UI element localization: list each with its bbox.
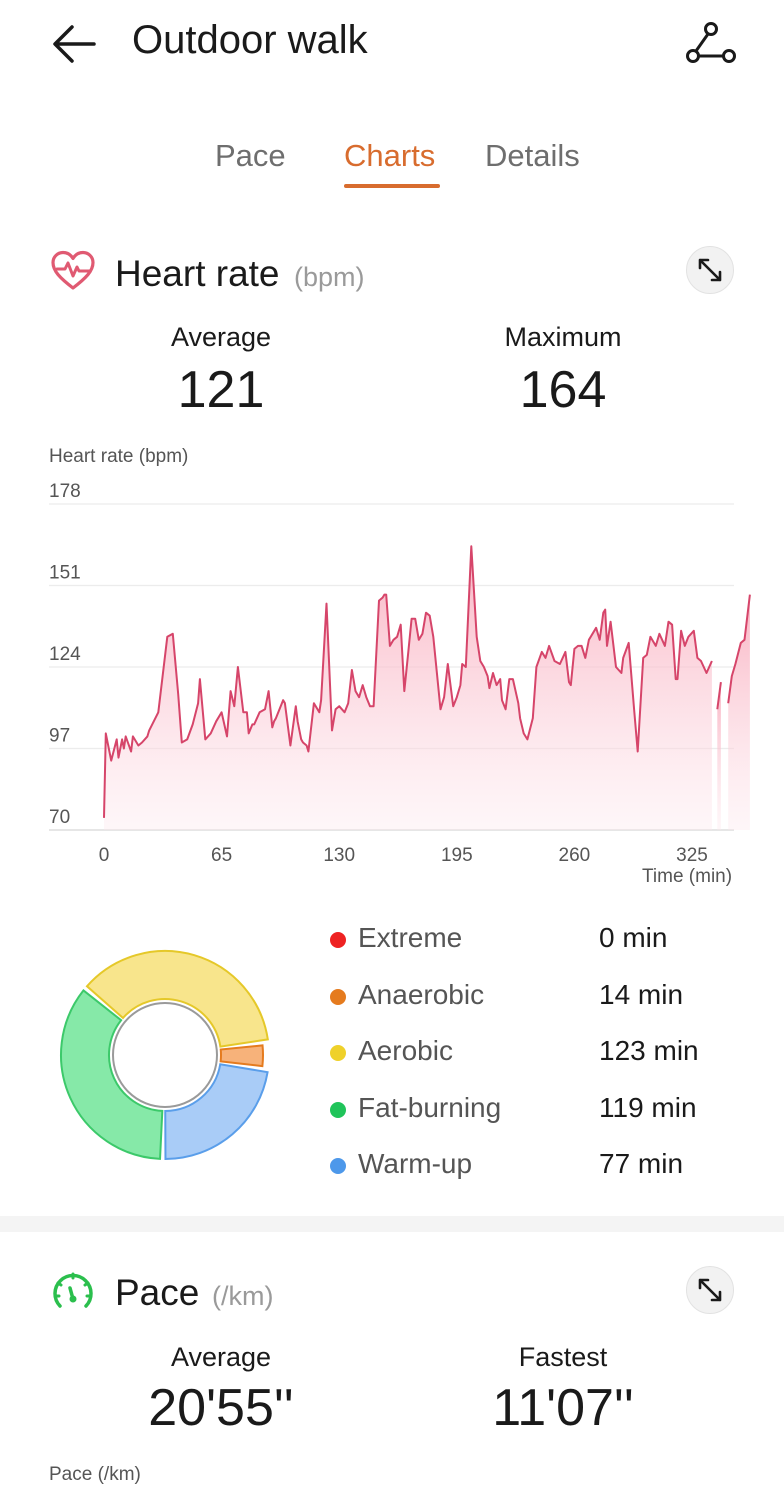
- pace-fastest-value: 11'07'': [492, 1379, 634, 1437]
- page-title: Outdoor walk: [132, 18, 368, 62]
- tab-pace[interactable]: Pace: [215, 138, 286, 173]
- expand-icon: [698, 1278, 722, 1302]
- pace-expand-button[interactable]: [686, 1266, 734, 1314]
- speedometer-icon: [50, 1268, 96, 1314]
- hr-series-line: [727, 594, 751, 704]
- pace-average-label: Average: [170, 1342, 272, 1372]
- hr-x-axis-title: Time (min): [642, 866, 733, 887]
- arrow-left-icon: [53, 25, 96, 63]
- section-divider: [0, 1216, 784, 1232]
- hr-maximum-value: 164: [519, 361, 607, 419]
- x-tick-label: 65: [211, 845, 232, 866]
- x-tick-label: 195: [441, 845, 473, 866]
- donut-center-inner: [116, 1006, 214, 1104]
- y-tick-label: 97: [49, 726, 70, 747]
- heart-rate-chart: 178 151 124 97 70 0 65 130 195 260 325: [49, 481, 751, 866]
- hr-average-label: Average: [170, 322, 272, 352]
- hr-series-line: [103, 545, 713, 818]
- pace-chart-title: Pace (/km): [49, 1464, 141, 1485]
- y-tick-label: 178: [49, 481, 81, 502]
- y-tick-label: 70: [49, 807, 70, 828]
- route-button[interactable]: [684, 20, 738, 68]
- heart-rate-expand-button[interactable]: [686, 246, 734, 294]
- pace-average-value: 20'55'': [148, 1379, 294, 1437]
- y-tick-label: 124: [49, 644, 81, 665]
- active-tab-indicator: [344, 184, 440, 188]
- pace-fastest-label: Fastest: [518, 1342, 608, 1372]
- donut-slice-warm-up: [164, 1063, 269, 1161]
- legend-label: Fat-burning: [358, 1091, 502, 1123]
- hr-area-fill: [104, 546, 712, 830]
- hr-series-line: [716, 681, 722, 710]
- heart-rate-title: Heart rate: [115, 253, 280, 294]
- pace-unit: (/km): [212, 1281, 274, 1311]
- hr-area-fill: [717, 682, 721, 830]
- legend-label: Extreme: [358, 922, 463, 953]
- hr-average-value: 121: [177, 361, 265, 419]
- legend-label: Aerobic: [358, 1035, 453, 1066]
- tab-details[interactable]: Details: [485, 138, 580, 173]
- legend-dot-warm-up: [330, 1158, 346, 1174]
- x-tick-label: 325: [676, 845, 708, 866]
- pace-title: Pace: [115, 1272, 200, 1313]
- legend-value: 0 min: [599, 922, 668, 953]
- legend-dot-anaerobic: [330, 988, 346, 1005]
- y-tick-label: 151: [49, 563, 81, 584]
- donut-slice-anaerobic: [219, 1044, 264, 1068]
- donut-slice-fat-burning: [60, 989, 164, 1160]
- legend-dot-fat-burning: [330, 1101, 346, 1118]
- heart-rate-zones-donut: [60, 950, 269, 1161]
- heart-rate-unit: (bpm): [294, 262, 365, 292]
- legend-label: Warm-up: [358, 1148, 473, 1179]
- donut-slice-aerobic: [85, 950, 269, 1048]
- legend-value: 14 min: [599, 978, 684, 1010]
- legend-value: 119 min: [599, 1091, 697, 1123]
- hr-maximum-label: Maximum: [504, 322, 622, 352]
- x-tick-label: 130: [323, 845, 355, 866]
- x-tick-label: 260: [559, 845, 591, 866]
- hr-area-fill: [728, 594, 750, 830]
- legend-value: 77 min: [599, 1148, 684, 1179]
- tab-charts[interactable]: Charts: [344, 138, 436, 173]
- back-button[interactable]: [50, 22, 98, 66]
- route-icon: [686, 22, 736, 63]
- x-tick-label: 0: [99, 845, 110, 866]
- heart-pulse-icon: [50, 250, 96, 296]
- legend-dot-extreme: [330, 932, 346, 948]
- legend-dot-aerobic: [330, 1045, 346, 1061]
- legend-label: Anaerobic: [358, 978, 485, 1010]
- expand-icon: [698, 258, 722, 282]
- hr-chart-title: Heart rate (bpm): [49, 446, 189, 467]
- legend-value: 123 min: [599, 1035, 699, 1066]
